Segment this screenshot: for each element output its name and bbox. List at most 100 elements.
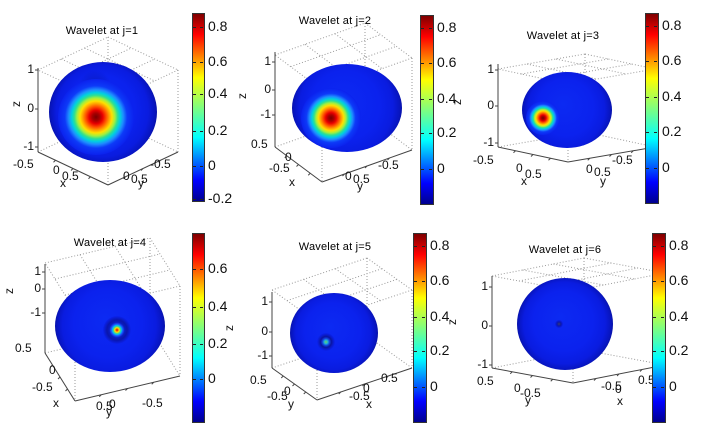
axis-line — [296, 164, 299, 167]
subplot-title: Wavelet at j=5 — [298, 241, 372, 253]
colorbar-tick-label: 0.8 — [662, 17, 682, 33]
z-tick-label: 1 — [34, 264, 41, 278]
colorbar-tick-mark — [414, 351, 417, 352]
colorbar-tick-mark — [653, 281, 656, 282]
colorbar-tick-mark — [654, 61, 657, 62]
subplot-title: Wavelet at j=1 — [65, 25, 139, 37]
z-tick-label: 1 — [27, 62, 34, 76]
axis-tick-label: -0.5 — [473, 153, 494, 167]
colorbar-tick-mark — [422, 351, 425, 352]
subplot-2: Wavelet at j=2 1 0 -1 z 0.5 0 -0.5 x 0 0.5 -0.5 y 0.8… — [235, 0, 468, 218]
z-tick-label: 1 — [487, 62, 494, 76]
axis-line — [609, 154, 612, 157]
wavelet-hotspot — [555, 320, 563, 328]
colorbar-tick-mark — [193, 94, 196, 95]
grid-line — [518, 262, 612, 282]
axis-label-left: x — [60, 176, 66, 190]
axis-tick-label: -0.5 — [150, 157, 171, 171]
colorbar-tick-label: 0 — [430, 378, 438, 394]
z-tick-label: 1 — [481, 279, 488, 293]
axis-label-right: y — [357, 179, 363, 193]
axis-tick-label: -0.5 — [13, 157, 34, 171]
axis-line — [550, 378, 554, 382]
axis-line — [98, 394, 102, 398]
subplot-3: Wavelet at j=3 1 0 -1 z -0.5 0 0.5 x 0 0.5 -0.5 y 0.8… — [450, 0, 703, 218]
axis-label-right: y — [600, 174, 606, 188]
axis-line — [88, 176, 91, 180]
grid-line — [37, 118, 109, 153]
axis-label-right: x — [617, 394, 623, 408]
axis-line — [616, 373, 620, 377]
z-tick-label: 0 — [34, 281, 41, 295]
axis-tick-label: 0 — [345, 169, 352, 183]
colorbar-tick-mark — [653, 246, 656, 247]
axis-line — [303, 391, 307, 395]
colorbar-tick-mark — [646, 132, 649, 133]
colorbar-tick-label: 0.6 — [208, 260, 228, 276]
axis-label-left: y — [288, 397, 294, 411]
z-tick-label: -1 — [257, 348, 268, 362]
z-tick-label: 1 — [264, 54, 271, 68]
colorbar-tick-label: 0 — [669, 378, 677, 394]
subplot-canvas — [42, 237, 181, 402]
colorbar-tick-mark — [429, 99, 432, 100]
colorbar-tick-mark — [414, 246, 417, 247]
axis-line — [548, 157, 551, 161]
axis-label-z: z — [450, 99, 464, 105]
axis-tick-label: -0.5 — [142, 396, 163, 410]
colorbar-tick-mark — [421, 133, 424, 134]
colorbar-tick-mark — [661, 246, 664, 247]
axis-line — [513, 150, 516, 154]
colorbar-tick-mark — [200, 94, 203, 95]
axis-label-left: y — [525, 393, 531, 407]
wavelet-hotspot — [58, 79, 134, 155]
colorbar-tick-mark — [200, 166, 203, 167]
z-tick-label: 0 — [481, 318, 488, 332]
colorbar-tick-mark — [646, 168, 649, 169]
colorbar-tick-mark — [193, 27, 196, 28]
axis-line — [338, 391, 342, 395]
axis-line — [530, 375, 533, 378]
grid-line — [364, 22, 413, 59]
colorbar-tick-label: 0.2 — [208, 122, 228, 138]
axis-tick-label: 0 — [363, 381, 370, 395]
axis-line — [140, 168, 144, 171]
colorbar-tick-label: 0.4 — [669, 308, 689, 324]
colorbar-tick-label: 0.8 — [669, 237, 689, 253]
colorbar-tick-label: 0 — [208, 370, 216, 386]
colorbar-tick-label: 0.2 — [208, 335, 228, 351]
z-tick-label: 0 — [261, 324, 268, 338]
colorbar-tick-mark — [654, 26, 657, 27]
colorbar-tick-label: 0.4 — [662, 88, 682, 104]
axis-line — [284, 155, 288, 159]
subplot-canvas — [269, 257, 413, 401]
colorbar-tick-label: 0 — [208, 157, 216, 173]
axis-tick-label: 0 — [516, 161, 523, 175]
colorbar — [413, 233, 427, 423]
colorbar-tick-mark — [646, 97, 649, 98]
colorbar-tick-label: 0.2 — [662, 123, 682, 139]
axis-tick-label: -0.5 — [267, 389, 288, 403]
axis-line — [70, 168, 74, 171]
axis-tick-label: -0.5 — [601, 379, 622, 393]
axis-tick-label: 0 — [284, 384, 291, 398]
subplot-5: Wavelet at j=5 1 0 -1 z 0.5 0 -0.5 y 0.5 0 -0.5 x 0.8… — [222, 218, 468, 436]
axis-lines — [269, 292, 413, 401]
colorbar-tick-mark — [422, 387, 425, 388]
colorbar-tick-mark — [200, 379, 203, 380]
grid-line — [271, 257, 368, 291]
grid-line — [274, 22, 366, 56]
grid-line — [497, 53, 586, 70]
axis-tick-label: 0.5 — [638, 373, 655, 387]
sphere — [290, 293, 378, 373]
axis-lines — [35, 68, 179, 186]
z-tick-label: 0 — [27, 101, 34, 115]
colorbar-tick-label: 0.8 — [208, 18, 228, 34]
colorbar-tick-mark — [193, 131, 196, 132]
axis-line — [385, 375, 389, 379]
z-tick-label: 0 — [487, 98, 494, 112]
axis-label-z: z — [2, 288, 16, 294]
grid-line — [54, 253, 161, 280]
colorbar-tick-label: 0 — [437, 160, 445, 176]
